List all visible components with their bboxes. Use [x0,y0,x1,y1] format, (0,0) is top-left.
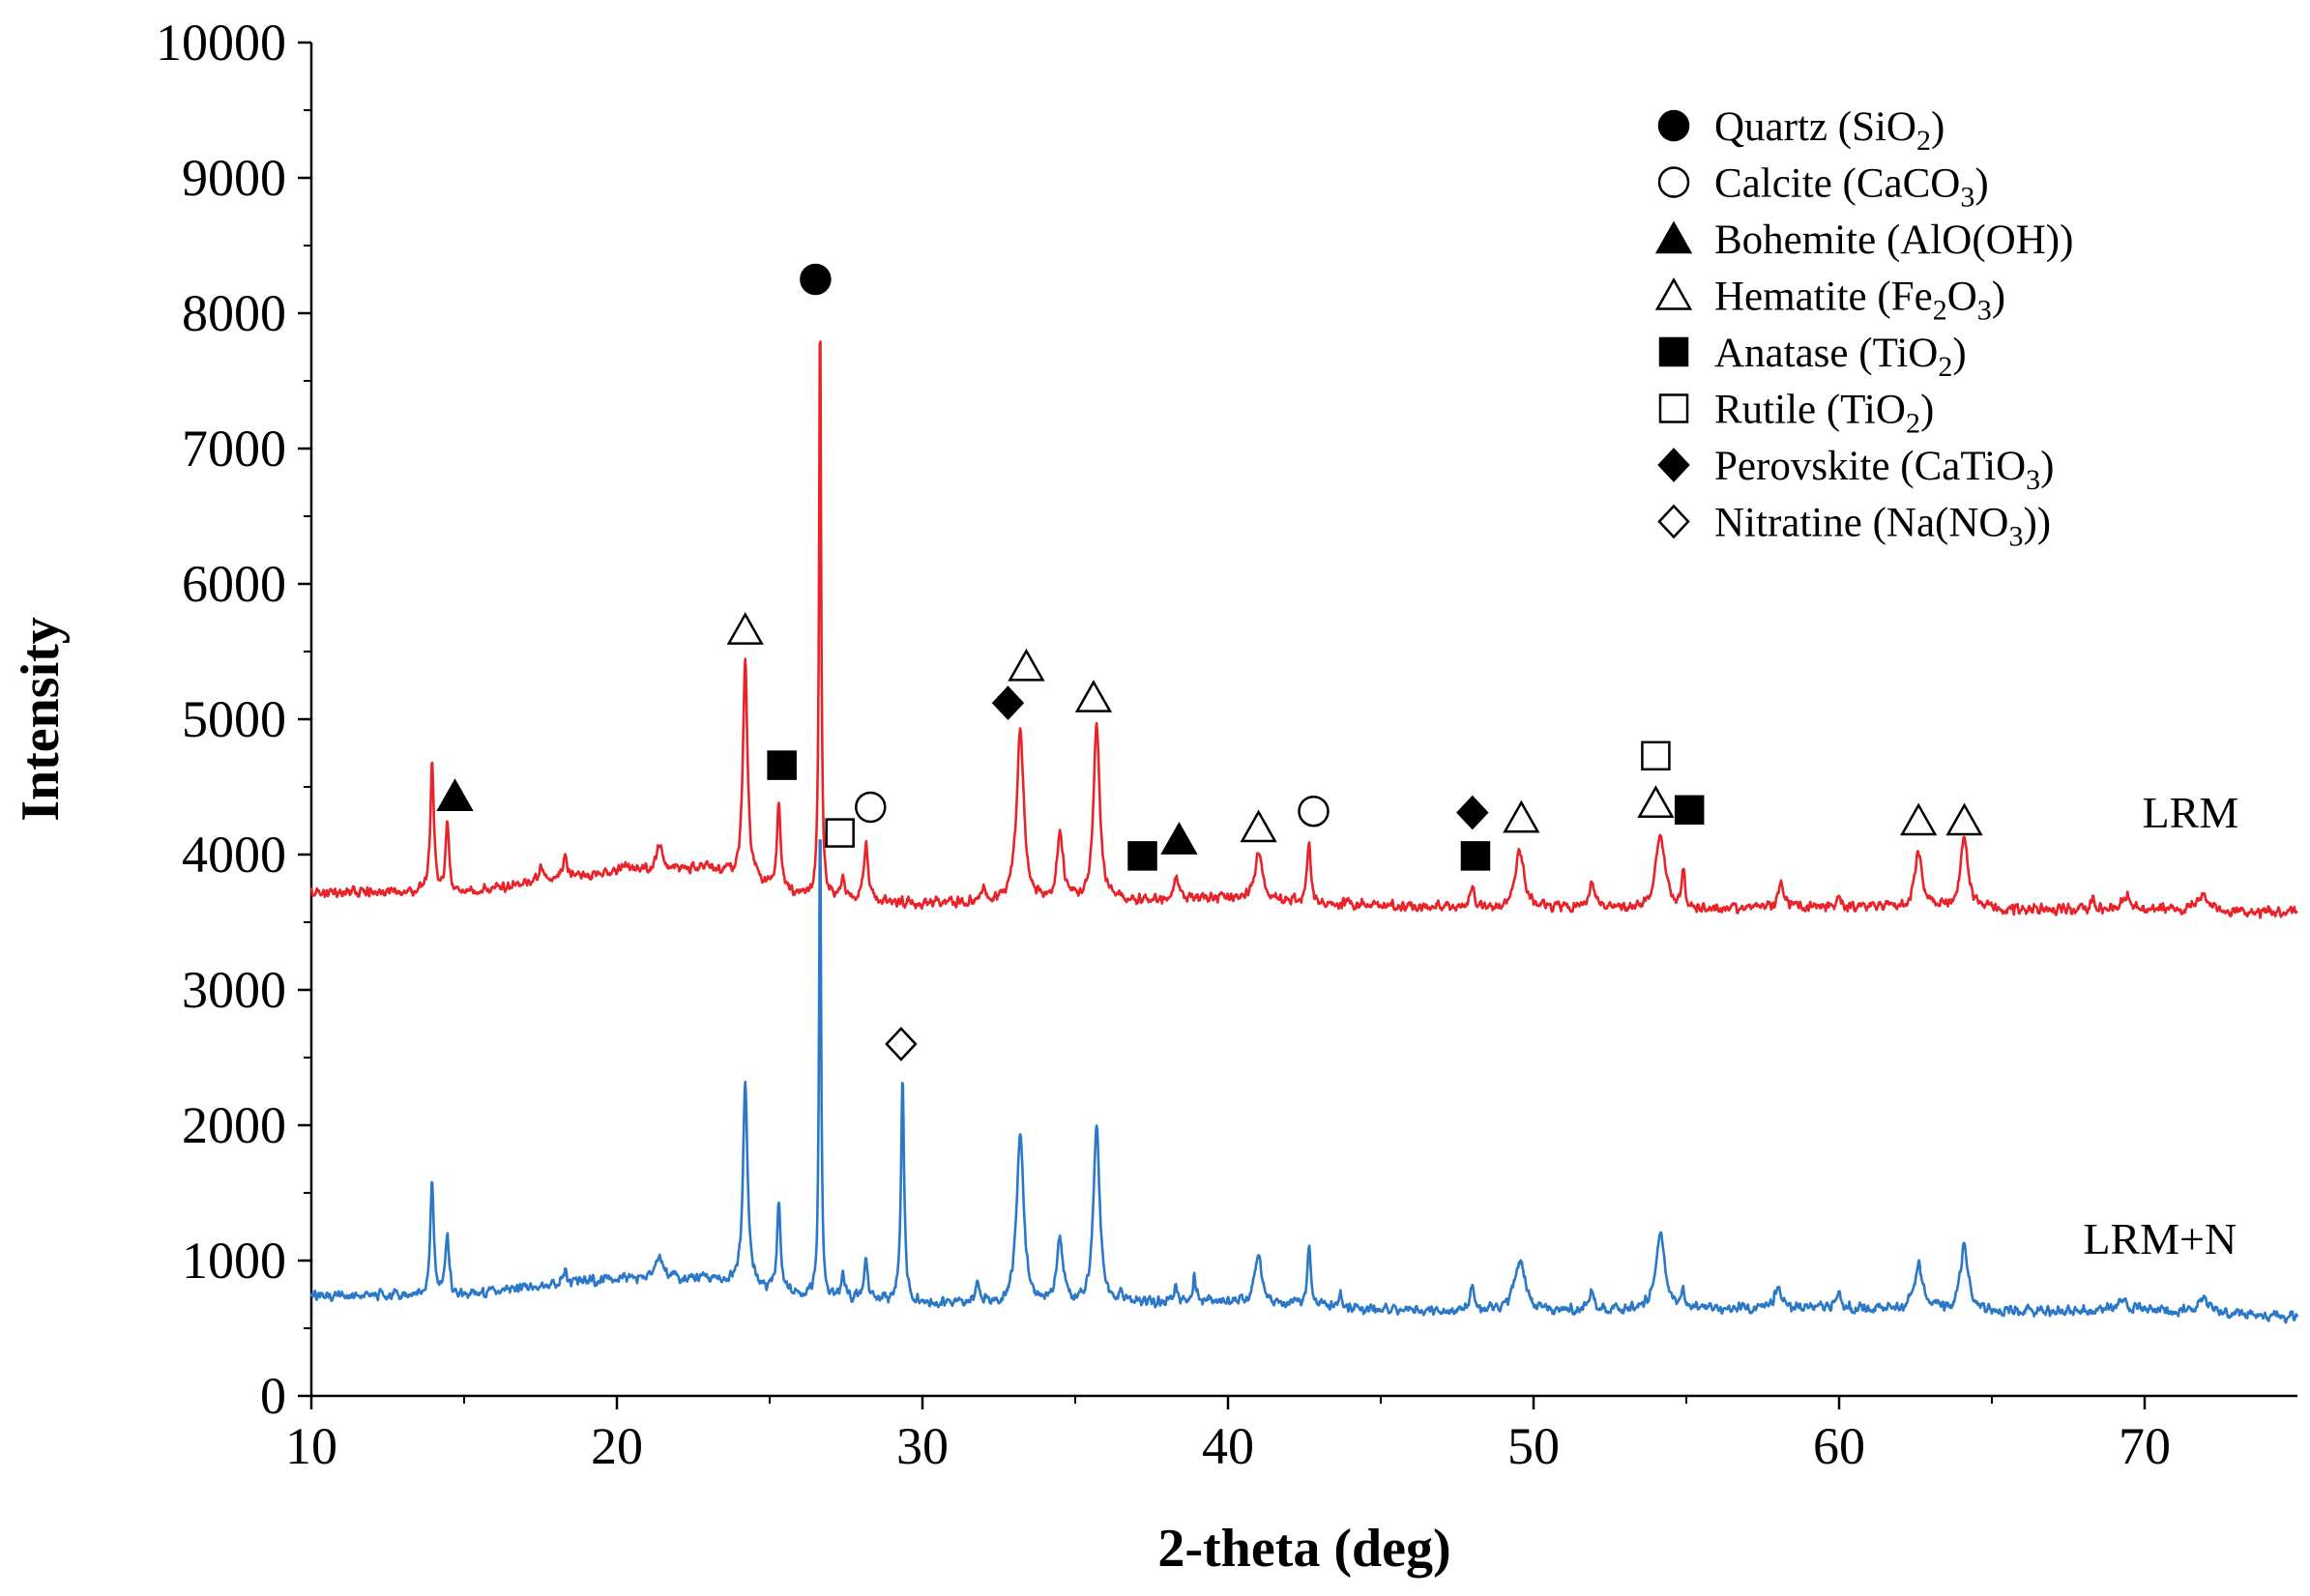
y-tick-label: 10000 [156,14,286,72]
phase-marker-calcite [855,791,887,824]
y-tick-label: 1000 [182,1232,286,1290]
y-tick-label: 3000 [182,961,286,1019]
legend-entry-quartz: Quartz (SiO2) [1714,104,1944,157]
y-tick-label: 9000 [182,149,286,207]
phase-marker-bohemite [1160,822,1198,855]
y-tick-label: 2000 [182,1096,286,1154]
phase-marker-hematite [1945,802,1983,836]
legend-entry-nitratine: Nitratine (Na(NO3)) [1714,501,2051,553]
x-tick-label: 70 [2119,1417,2171,1475]
legend-symbol-perovskite [1657,448,1690,482]
phase-marker-hematite [1074,680,1113,712]
x-tick-label: 30 [896,1417,949,1475]
phase-marker-anatase [767,750,797,780]
phase-marker-anatase [1460,841,1491,871]
phase-marker-bohemite [436,778,474,812]
legend-entry-perovskite: Perovskite (CaTiO3) [1714,444,2054,496]
legend-symbol-rutile [1658,393,1689,423]
series-line-lrm-n [309,838,2299,1324]
phase-marker-anatase [1674,795,1705,826]
legend: Quartz (SiO2)Calcite (CaCO3)Bohemite (Al… [1654,104,2073,553]
legend-symbol-nitratine [1657,504,1690,539]
y-tick-label: 0 [260,1367,286,1425]
legend-entry-anatase: Anatase (TiO2) [1714,331,1967,383]
series-layer: LRM LRM+N [309,340,2299,1324]
phase-marker-perovskite [1456,795,1489,830]
legend-entry-calcite: Calcite (CaCO3) [1714,161,1989,214]
phase-marker-anatase [1127,841,1157,871]
legend-symbol-hematite [1654,276,1693,310]
series-line-lrm [309,340,2298,919]
y-tick-label: 5000 [182,690,286,748]
legend-entry-rutile: Rutile (TiO2) [1714,388,1934,440]
phase-marker-nitratine [885,1027,918,1061]
phase-marker-hematite [1900,802,1938,836]
legend-entry-bohemite: Bohemite (AlO(OH)) [1714,218,2073,263]
phase-annotations [436,263,1983,1061]
series-label-lrm-n: LRM+N [2083,1214,2237,1263]
y-tick-label: 4000 [182,826,286,884]
x-tick-label: 40 [1202,1417,1254,1475]
x-tick-label: 20 [591,1417,643,1475]
x-tick-label: 10 [285,1417,337,1475]
phase-marker-hematite [726,612,764,645]
phase-marker-calcite [1298,795,1330,827]
y-axis-title: Intensity [11,617,71,822]
y-tick-label: 7000 [182,420,286,478]
phase-marker-hematite [1008,648,1045,682]
axes: 0 1000 2000 3000 4000 5000 6000 7000 8000 9000 100… [156,14,2297,1475]
y-tick-label: 6000 [182,555,286,613]
x-axis-title: 2-theta (deg) [1157,1519,1450,1579]
phase-marker-quartz [800,263,832,296]
legend-symbol-calcite [1657,166,1690,198]
phase-marker-hematite [1637,785,1675,819]
legend-entry-hematite: Hematite (Fe2O3) [1714,275,2005,327]
legend-symbol-bohemite [1654,220,1693,254]
y-tick-label: 8000 [182,284,286,342]
legend-symbol-anatase [1658,336,1689,367]
phase-marker-hematite [1503,799,1540,833]
phase-marker-rutile [1641,740,1671,771]
series-label-lrm: LRM [2143,788,2239,837]
phase-marker-hematite [1240,809,1277,843]
legend-symbol-quartz [1657,109,1690,142]
x-tick-label: 60 [1813,1417,1865,1475]
phase-marker-perovskite [991,685,1025,721]
phase-marker-rutile [825,818,855,848]
x-tick-label: 50 [1507,1417,1560,1475]
